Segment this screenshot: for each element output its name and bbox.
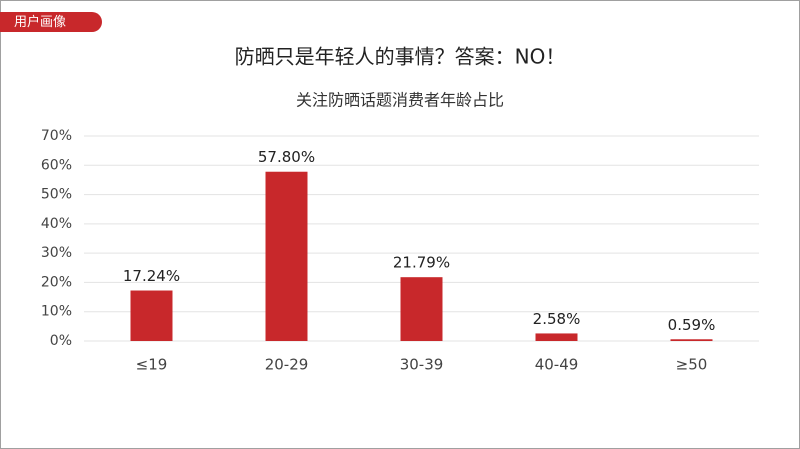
tag-background [0, 12, 102, 32]
y-tick-label: 20% [41, 274, 72, 290]
tag: 用户画像 [14, 14, 66, 30]
y-tick-label: 70% [41, 128, 72, 144]
value-label: 57.80% [258, 148, 315, 166]
y-tick-label: 50% [41, 187, 72, 203]
bar [400, 277, 443, 341]
bar [535, 333, 578, 341]
bar [130, 290, 173, 341]
bar [670, 339, 713, 341]
y-tick-label: 30% [41, 245, 72, 261]
chart-title: 防晒只是年轻人的事情？答案：NO！ [235, 45, 566, 69]
chart-subtitle: 关注防晒话题消费者年龄占比 [296, 91, 504, 110]
value-label: 21.79% [393, 254, 450, 272]
x-tick-label: 40-49 [535, 356, 579, 374]
y-tick-label: 10% [41, 304, 72, 320]
x-tick-label: 20-29 [265, 356, 309, 374]
y-tick-label: 0% [50, 333, 72, 349]
value-label: 0.59% [668, 316, 716, 334]
bar [265, 171, 308, 341]
x-tick-label: ≥50 [676, 356, 708, 374]
x-tick-label: ≤19 [136, 356, 168, 374]
y-tick-label: 60% [41, 157, 72, 173]
y-tick-label: 40% [41, 216, 72, 232]
value-label: 17.24% [123, 267, 180, 285]
x-tick-label: 30-39 [400, 356, 444, 374]
value-label: 2.58% [533, 310, 581, 328]
